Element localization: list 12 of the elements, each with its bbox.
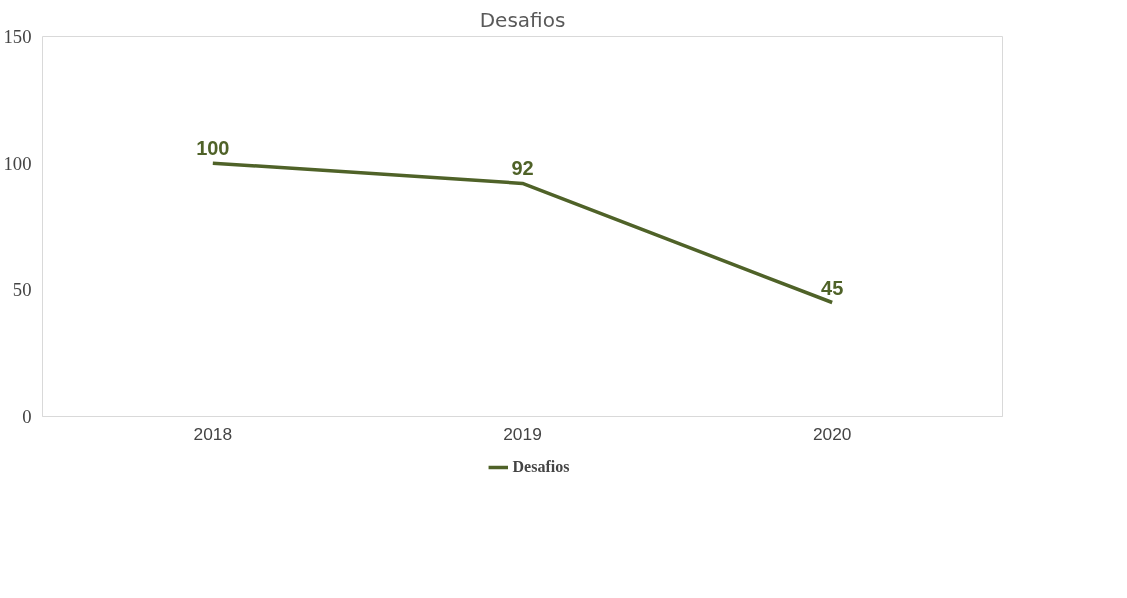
- chart-title: Desafios: [479, 7, 566, 32]
- legend-label: Desafios: [512, 458, 570, 476]
- y-tick-label: 0: [22, 406, 32, 427]
- data-label: 92: [511, 157, 534, 180]
- x-tick-label: 2018: [193, 423, 233, 444]
- data-label: 100: [196, 137, 230, 160]
- y-tick-label: 150: [3, 26, 32, 47]
- x-tick-label: 2020: [812, 423, 852, 444]
- y-tick-label: 50: [12, 279, 32, 301]
- x-tick-label: 2019: [503, 423, 542, 444]
- data-label: 45: [821, 276, 844, 299]
- y-tick-label: 100: [3, 152, 32, 174]
